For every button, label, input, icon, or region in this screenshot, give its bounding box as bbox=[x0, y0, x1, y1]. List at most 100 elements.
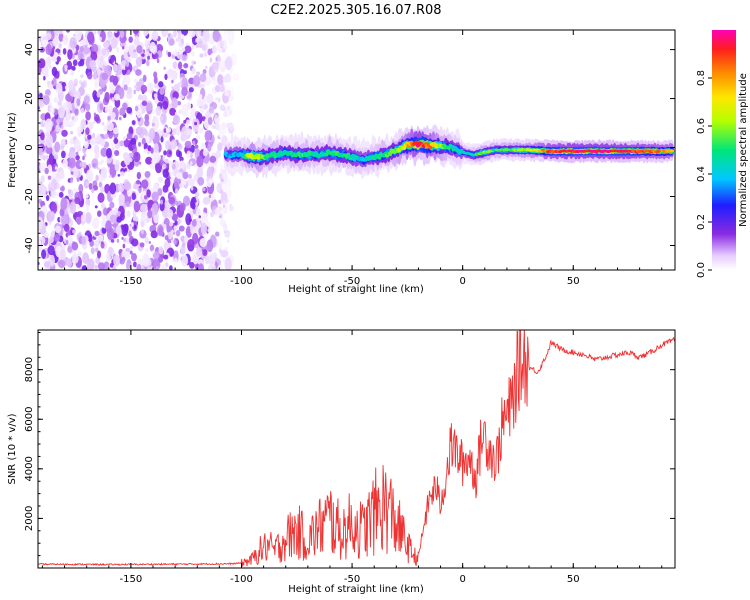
noise-speckle bbox=[62, 48, 67, 55]
noise-speckle bbox=[80, 118, 87, 130]
noise-speckle bbox=[214, 85, 221, 93]
noise-speckle bbox=[212, 111, 216, 115]
noise-speckle bbox=[85, 182, 89, 187]
noise-speckle bbox=[179, 72, 186, 79]
noise-speckle bbox=[199, 53, 204, 58]
noise-speckle bbox=[168, 160, 172, 166]
noise-speckle bbox=[122, 46, 125, 50]
noise-speckle bbox=[50, 211, 55, 217]
noise-speckle bbox=[60, 150, 66, 159]
noise-speckle bbox=[95, 174, 99, 182]
snr-series-line bbox=[38, 330, 675, 567]
noise-speckle bbox=[89, 60, 96, 69]
noise-speckle bbox=[92, 71, 98, 80]
noise-speckle bbox=[55, 225, 62, 234]
noise-speckle bbox=[77, 205, 81, 209]
noise-speckle bbox=[124, 167, 127, 172]
noise-speckle bbox=[159, 88, 165, 95]
noise-speckle bbox=[67, 246, 73, 253]
noise-speckle bbox=[198, 127, 204, 134]
noise-speckle bbox=[196, 166, 204, 179]
noise-speckle bbox=[94, 247, 99, 253]
noise-speckle bbox=[218, 126, 225, 139]
noise-speckle bbox=[173, 250, 179, 261]
noise-speckle bbox=[156, 58, 160, 64]
noise-speckle bbox=[93, 112, 97, 117]
snr-y-tick-label: 2000 bbox=[24, 506, 35, 531]
noise-speckle bbox=[126, 210, 131, 218]
noise-speckle bbox=[196, 44, 199, 49]
noise-speckle bbox=[43, 232, 50, 238]
noise-speckle bbox=[101, 226, 107, 234]
noise-speckle bbox=[165, 127, 172, 133]
noise-speckle bbox=[53, 30, 59, 37]
noise-speckle bbox=[126, 86, 133, 95]
noise-speckle bbox=[94, 264, 98, 270]
noise-speckle bbox=[68, 120, 74, 128]
noise-speckle bbox=[173, 239, 177, 245]
spectrogram-y-tick-label: -40 bbox=[24, 237, 35, 253]
noise-speckle bbox=[81, 161, 87, 169]
snr-x-label: Height of straight line (km) bbox=[288, 584, 424, 595]
noise-speckle bbox=[222, 76, 229, 83]
noise-speckle bbox=[158, 81, 164, 88]
noise-speckle bbox=[226, 105, 231, 111]
noise-speckle bbox=[144, 171, 151, 178]
noise-speckle bbox=[162, 100, 169, 110]
noise-speckle bbox=[47, 182, 55, 192]
noise-speckle bbox=[201, 187, 206, 192]
noise-speckle bbox=[83, 153, 87, 158]
noise-speckle bbox=[47, 245, 55, 256]
noise-speckle bbox=[171, 213, 178, 221]
noise-speckle bbox=[191, 219, 197, 227]
noise-speckle bbox=[165, 69, 173, 79]
noise-speckle bbox=[135, 105, 139, 112]
noise-speckle bbox=[69, 201, 77, 215]
noise-speckle bbox=[93, 239, 100, 249]
noise-speckle bbox=[108, 132, 114, 139]
noise-speckle bbox=[134, 85, 138, 89]
noise-speckle bbox=[46, 32, 52, 41]
noise-speckle bbox=[108, 104, 113, 114]
noise-speckle bbox=[135, 81, 141, 92]
noise-speckle bbox=[168, 221, 174, 227]
noise-speckle bbox=[158, 246, 164, 255]
noise-speckle bbox=[112, 63, 118, 73]
noise-speckle bbox=[187, 238, 195, 252]
noise-speckle bbox=[195, 205, 198, 211]
noise-speckle bbox=[206, 221, 211, 228]
noise-speckle bbox=[188, 87, 194, 93]
noise-speckle bbox=[49, 215, 53, 220]
noise-speckle bbox=[97, 30, 101, 35]
noise-speckle bbox=[126, 92, 133, 99]
noise-speckle bbox=[90, 51, 98, 61]
noise-speckle bbox=[146, 82, 154, 95]
noise-speckle bbox=[178, 160, 186, 171]
noise-speckle bbox=[208, 253, 216, 267]
noise-speckle bbox=[162, 163, 167, 170]
noise-speckle bbox=[113, 93, 120, 101]
noise-speckle bbox=[123, 237, 127, 243]
noise-speckle bbox=[112, 127, 119, 135]
noise-speckle bbox=[149, 41, 157, 53]
noise-speckle bbox=[97, 262, 105, 270]
noise-speckle bbox=[44, 72, 49, 77]
noise-speckle bbox=[166, 208, 174, 219]
noise-speckle bbox=[201, 212, 207, 220]
noise-speckle bbox=[163, 150, 167, 156]
noise-speckle bbox=[217, 142, 223, 152]
noise-speckle bbox=[136, 171, 142, 180]
noise-speckle bbox=[60, 214, 69, 226]
noise-speckle bbox=[82, 252, 90, 264]
noise-speckle bbox=[75, 154, 80, 161]
noise-speckle bbox=[69, 36, 77, 49]
noise-speckle bbox=[125, 237, 131, 244]
noise-speckle bbox=[202, 196, 211, 205]
noise-speckle bbox=[150, 230, 158, 239]
spectrogram-x-tick-label: -150 bbox=[120, 276, 143, 287]
noise-speckle bbox=[169, 265, 173, 270]
noise-speckle bbox=[176, 30, 181, 33]
noise-speckle bbox=[159, 199, 164, 205]
noise-speckle bbox=[191, 50, 195, 57]
noise-speckle bbox=[125, 262, 131, 270]
